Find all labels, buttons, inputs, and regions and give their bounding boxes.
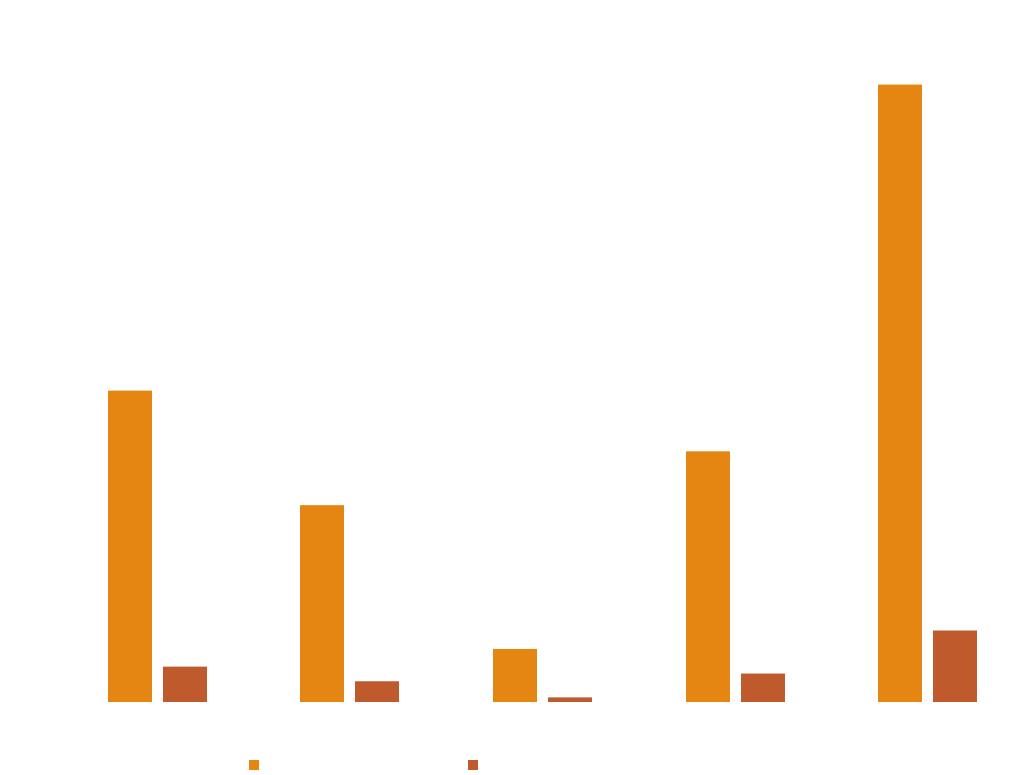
bar-series-1-category-1 [108, 390, 152, 702]
legend-swatch-series-2 [468, 760, 478, 770]
bars-group [108, 84, 977, 703]
bar-series-1-category-3 [493, 648, 537, 702]
bar-series-1-category-5 [878, 84, 922, 703]
bar-series-2-category-5 [933, 630, 977, 702]
bar-series-2-category-2 [355, 681, 399, 702]
bar-series-2-category-3 [548, 697, 592, 702]
bar-series-2-category-4 [741, 673, 785, 702]
legend-swatch-series-1 [249, 760, 259, 770]
bar-series-1-category-2 [300, 505, 344, 702]
bar-series-2-category-1 [163, 666, 207, 702]
legend [249, 760, 478, 770]
bar-series-1-category-4 [686, 451, 730, 702]
